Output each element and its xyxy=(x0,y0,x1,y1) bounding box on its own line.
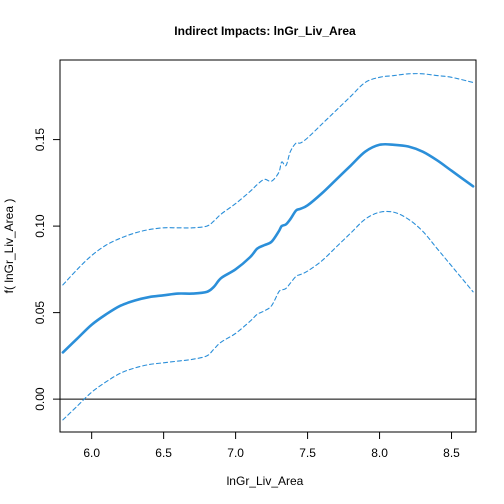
chart-title: Indirect Impacts: lnGr_Liv_Area xyxy=(174,24,356,38)
x-axis-label: lnGr_Liv_Area xyxy=(227,474,304,488)
x-tick-label: 6.0 xyxy=(83,446,100,460)
plot-frame xyxy=(59,59,477,433)
y-tick-label: 0.15 xyxy=(33,128,47,152)
x-axis: 6.0 6.5 7.0 7.5 8.0 8.5 xyxy=(83,431,460,460)
y-tick-label: 0.00 xyxy=(33,387,47,411)
x-tick-label: 8.0 xyxy=(371,446,388,460)
x-tick-label: 7.5 xyxy=(299,446,316,460)
y-tick-label: 0.05 xyxy=(33,301,47,325)
series-line-lower xyxy=(62,210,474,421)
series-line-upper xyxy=(62,73,474,286)
y-tick-label: 0.10 xyxy=(33,214,47,238)
series-layer xyxy=(61,73,475,421)
x-tick-label: 8.5 xyxy=(443,446,460,460)
y-axis-label: f( lnGr_Liv_Area ) xyxy=(2,199,16,294)
x-tick-label: 6.5 xyxy=(155,446,172,460)
y-axis: 0.00 0.05 0.10 0.15 xyxy=(33,128,61,411)
x-tick-label: 7.0 xyxy=(227,446,244,460)
series-line-estimate xyxy=(61,142,475,354)
